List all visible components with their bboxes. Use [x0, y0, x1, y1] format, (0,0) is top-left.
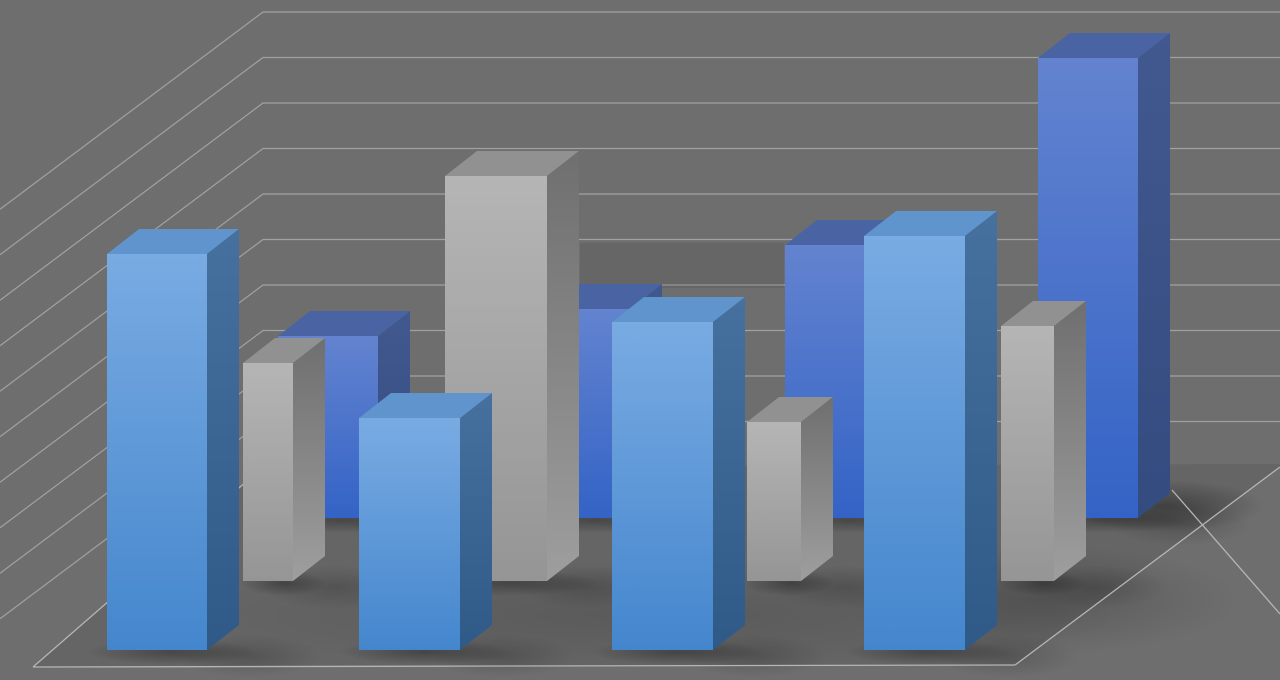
bar-front-face: [107, 254, 207, 650]
bar-top-face: [278, 311, 410, 336]
gridline: [0, 11, 1280, 210]
bar-group4-front-row-light-blue: [864, 211, 997, 650]
bar-front-face: [612, 322, 713, 650]
bar-top-face: [107, 229, 239, 254]
bar-group2-front-row-light-blue: [359, 393, 492, 650]
bar-side-face: [713, 297, 745, 650]
bar-front-face: [1001, 326, 1054, 581]
bar-group2-middle-row-gray: [445, 151, 579, 581]
bar-top-face: [612, 297, 745, 322]
gridline: [0, 102, 1280, 301]
bar-group4-back-row-dark-blue: [1038, 33, 1170, 518]
floor-shadow-edge: [1171, 489, 1280, 615]
bar-front-face: [864, 236, 965, 650]
bar-front-face: [747, 422, 801, 581]
bar-top-face: [1038, 33, 1170, 58]
bar-side-face: [1138, 33, 1170, 518]
bar-side-face: [801, 397, 833, 581]
bar-side-face: [207, 229, 239, 650]
bar-side-face: [293, 338, 325, 581]
bar-top-face: [359, 393, 492, 418]
bar-front-face: [359, 418, 460, 650]
bars: [107, 33, 1170, 650]
gridline: [0, 147, 1280, 347]
floor-right-edge: [1014, 466, 1280, 666]
bar-front-face: [243, 363, 293, 581]
bar-side-face: [965, 211, 997, 650]
floor-front-edge: [32, 664, 1016, 668]
gridline: [0, 56, 1280, 256]
wall-shadow-band: [580, 243, 784, 288]
bar-top-face: [243, 338, 325, 363]
gridline: [0, 193, 1280, 392]
bar-top-face: [864, 211, 997, 236]
bar-group3-middle-row-gray: [747, 397, 833, 581]
bar-top-face: [1001, 301, 1086, 326]
bar-top-face: [747, 397, 833, 422]
bar-side-face: [547, 151, 579, 581]
bar-side-face: [1054, 301, 1086, 581]
bar-side-face: [460, 393, 492, 650]
bar-group1-middle-row-gray: [243, 338, 325, 581]
bar-group3-front-row-light-blue: [612, 297, 745, 650]
bar-group1-front-row-light-blue: [107, 229, 239, 650]
bar-top-face: [445, 151, 579, 176]
bar-group4-middle-row-gray: [1001, 301, 1086, 581]
